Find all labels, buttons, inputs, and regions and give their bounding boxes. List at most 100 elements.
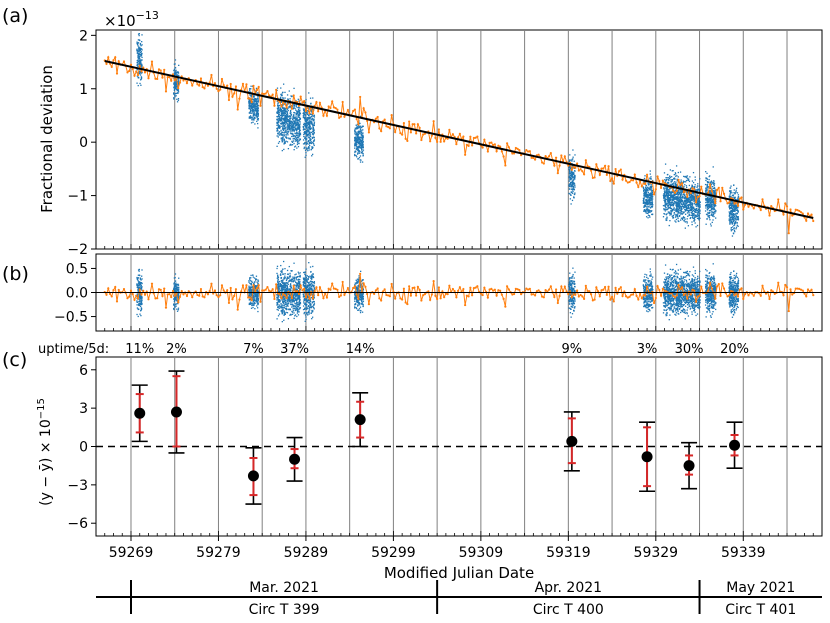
blue-point	[276, 107, 279, 110]
blue-point	[355, 141, 358, 144]
blue-point	[306, 122, 308, 125]
blue-point	[309, 120, 311, 122]
blue-point	[671, 195, 673, 197]
blue-point	[666, 217, 668, 219]
blue-point	[651, 198, 654, 200]
blue-point	[296, 106, 298, 109]
blue-point	[691, 186, 693, 188]
orange-point	[686, 195, 689, 199]
orange-point	[299, 95, 302, 98]
blue-point	[248, 280, 250, 282]
blue-point	[689, 188, 691, 191]
blue-point	[139, 49, 142, 52]
blue-point	[715, 210, 717, 212]
blue-point	[255, 109, 257, 112]
blue-point	[678, 215, 681, 217]
orange-point	[607, 165, 610, 168]
blue-point	[706, 184, 708, 186]
orange-point	[527, 150, 530, 153]
blue-point	[173, 298, 175, 300]
blue-point	[298, 134, 300, 136]
blue-point	[252, 110, 254, 112]
blue-point	[671, 197, 673, 199]
blue-point	[683, 181, 685, 183]
blue-point	[283, 107, 285, 109]
blue-point	[292, 120, 294, 122]
blue-point	[680, 179, 682, 181]
blue-point	[731, 223, 733, 225]
blue-point	[699, 217, 701, 219]
blue-point	[305, 135, 308, 137]
blue-point	[361, 146, 363, 149]
blue-point	[736, 224, 738, 226]
blue-point	[291, 125, 294, 127]
blue-point	[645, 200, 648, 202]
orange-point	[476, 135, 479, 138]
blue-point	[706, 192, 708, 194]
blue-point	[643, 193, 645, 195]
ytick-label: 0	[79, 135, 88, 151]
orange-point	[264, 92, 267, 95]
blue-point	[670, 195, 672, 197]
blue-point	[257, 279, 259, 281]
blue-point	[652, 196, 654, 198]
blue-point	[676, 215, 679, 217]
blue-point	[284, 112, 286, 114]
blue-point	[651, 191, 653, 193]
blue-point	[361, 137, 363, 139]
blue-point	[297, 98, 299, 100]
blue-point	[294, 119, 296, 121]
blue-point	[175, 95, 177, 97]
blue-point	[676, 196, 678, 198]
blue-point	[356, 153, 359, 155]
blue-point	[297, 134, 299, 136]
orange-point	[499, 145, 502, 148]
blue-point	[284, 120, 286, 122]
blue-point	[140, 308, 143, 310]
blue-point	[690, 206, 692, 209]
orange-point	[490, 141, 493, 144]
blue-point	[251, 106, 254, 108]
blue-point	[673, 198, 675, 200]
blue-point	[650, 192, 653, 195]
blue-point	[294, 123, 296, 125]
blue-point	[646, 197, 648, 199]
blue-point	[355, 144, 358, 146]
blue-point	[139, 295, 141, 298]
blue-point	[358, 142, 361, 145]
blue-point	[298, 106, 300, 109]
blue-point	[697, 208, 699, 210]
blue-point	[296, 123, 298, 125]
orange-point	[626, 181, 629, 184]
blue-point	[174, 288, 177, 290]
blue-point	[137, 53, 139, 55]
blue-point	[137, 285, 139, 288]
blue-point	[139, 287, 141, 290]
blue-point	[713, 187, 716, 189]
blue-point	[298, 128, 300, 130]
blue-point	[307, 118, 310, 120]
blue-point	[361, 144, 364, 147]
blue-point	[296, 142, 299, 144]
blue-point	[708, 199, 710, 202]
blue-point	[177, 286, 180, 289]
blue-point	[291, 135, 293, 138]
blue-point	[358, 125, 360, 127]
blue-point	[706, 200, 709, 202]
orange-point	[782, 213, 785, 216]
blue-point	[138, 294, 140, 296]
orange-point	[166, 75, 169, 79]
blue-point	[674, 178, 676, 180]
blue-point	[650, 185, 653, 188]
blue-point	[138, 39, 141, 41]
blue-point	[276, 129, 279, 131]
orange-point	[227, 98, 231, 102]
blue-point	[677, 203, 679, 206]
blue-point	[644, 199, 647, 201]
blue-point	[313, 139, 316, 141]
blue-point	[707, 195, 709, 197]
blue-point	[645, 191, 648, 193]
blue-point	[283, 132, 285, 134]
blue-point	[291, 129, 294, 131]
blue-point	[287, 137, 289, 139]
